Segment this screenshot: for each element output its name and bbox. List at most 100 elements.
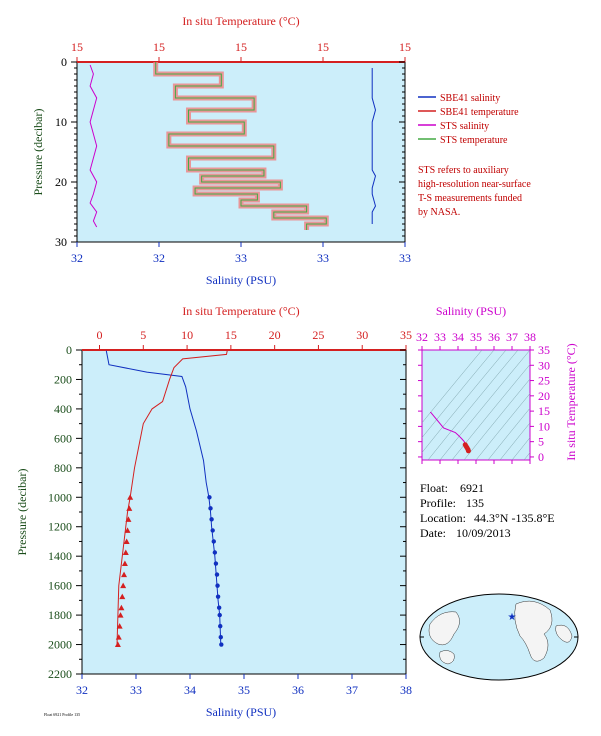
ts-density-contour bbox=[451, 364, 530, 460]
temperature-sample-point bbox=[121, 571, 128, 578]
bottom-temp-tick-label: 35 bbox=[400, 328, 412, 342]
top-pressure-tick-label: 30 bbox=[55, 235, 67, 249]
map-landmass-australia bbox=[439, 650, 455, 665]
sts-temperature-line bbox=[155, 62, 327, 230]
bottom-pressure-tick-label: 1800 bbox=[48, 608, 72, 622]
sbe41-salinity-line bbox=[371, 68, 377, 224]
temperature-sample-point bbox=[116, 623, 123, 629]
top-pressure-tick-label: 0 bbox=[61, 55, 67, 69]
bottom-pressure-tick-label: 1600 bbox=[48, 579, 72, 593]
sts-note-line-1: STS refers to auxiliary bbox=[418, 165, 509, 176]
bottom-salinity-ticks: 32 33 34 35 36 37 38 bbox=[76, 674, 412, 697]
sts-note-line-3: T-S measurements funded bbox=[418, 193, 522, 204]
bottom-pressure-tick-label: 1000 bbox=[48, 490, 72, 504]
salinity-sample-point bbox=[214, 572, 220, 577]
temperature-sample-point bbox=[124, 527, 131, 533]
temperature-sample-point bbox=[117, 612, 124, 618]
ts-sal-tick-label: 36 bbox=[488, 330, 500, 344]
ts-temp-tick-label: 25 bbox=[538, 374, 550, 388]
temperature-profile-line bbox=[116, 349, 228, 645]
map-landmass-africa bbox=[555, 624, 573, 643]
sts-salinity-line bbox=[89, 64, 98, 228]
top-pressure-ticks: 0 10 20 30 bbox=[55, 55, 405, 249]
bottom-sal-tick-label: 34 bbox=[184, 683, 196, 697]
temperature-sample-point bbox=[114, 641, 121, 648]
temperature-sample-point bbox=[115, 634, 122, 640]
ts-temp-tick-label: 35 bbox=[538, 343, 550, 357]
map-landmass-asia bbox=[428, 611, 460, 646]
bottom-pressure-tick-label: 200 bbox=[54, 372, 72, 386]
location-value: 44.3°N -135.8°E bbox=[474, 511, 555, 525]
legend-label-sbe41-salinity: SBE41 salinity bbox=[440, 93, 500, 104]
date-value: 10/09/2013 bbox=[456, 526, 511, 540]
top-temperature-ticks: 15 15 15 15 15 bbox=[71, 40, 411, 62]
ts-density-contour bbox=[511, 437, 530, 460]
bottom-pressure-tick-label: 2000 bbox=[48, 638, 72, 652]
float-label: Float: bbox=[420, 481, 448, 495]
ts-density-contour bbox=[422, 350, 483, 424]
bottom-temp-tick-label: 10 bbox=[181, 328, 193, 342]
ts-sal-tick-label: 33 bbox=[434, 330, 446, 344]
top-temp-tick-label: 15 bbox=[399, 40, 411, 54]
salinity-sample-point bbox=[218, 623, 223, 629]
bottom-pressure-tick-label: 0 bbox=[66, 343, 72, 357]
ts-temp-tick-label: 5 bbox=[538, 435, 544, 449]
bottom-salinity-label: Salinity (PSU) bbox=[206, 705, 276, 719]
float-value: 6921 bbox=[460, 481, 484, 495]
bottom-temp-tick-label: 20 bbox=[269, 328, 281, 342]
ts-density-contours bbox=[422, 350, 530, 460]
sts-note-line-2: high-resolution near-surface bbox=[418, 179, 531, 190]
ts-sal-tick-label: 32 bbox=[416, 330, 428, 344]
ts-sal-tick-label: 38 bbox=[524, 330, 536, 344]
temperature-sample-point bbox=[120, 582, 127, 589]
top-sal-tick-label: 32 bbox=[153, 251, 165, 265]
temperature-sample-point bbox=[119, 593, 126, 600]
bottom-pressure-tick-label: 800 bbox=[54, 461, 72, 475]
top-temp-tick-label: 15 bbox=[317, 40, 329, 54]
salinity-sample-point bbox=[213, 561, 219, 566]
salinity-sample-point bbox=[208, 506, 213, 511]
bottom-sal-tick-label: 35 bbox=[238, 683, 250, 697]
ts-temp-tick-label: 10 bbox=[538, 419, 550, 433]
ts-density-contour bbox=[523, 452, 530, 460]
bottom-sal-tick-label: 36 bbox=[292, 683, 304, 697]
top-pressure-tick-label: 20 bbox=[55, 175, 67, 189]
ts-density-contour bbox=[475, 393, 530, 460]
date-label: Date: bbox=[420, 526, 446, 540]
ts-temp-tick-label: 30 bbox=[538, 358, 550, 372]
ts-density-contour bbox=[463, 378, 530, 460]
salinity-sample-point bbox=[215, 594, 221, 599]
temperature-sample-point bbox=[125, 516, 132, 522]
temperature-sample-point bbox=[123, 538, 130, 544]
salinity-sample-point bbox=[211, 539, 216, 544]
profile-value: 135 bbox=[466, 496, 484, 510]
legend-label-sbe41-temperature: SBE41 temperature bbox=[440, 107, 519, 118]
bottom-temperature-title: In situ Temperature (°C) bbox=[182, 304, 299, 318]
top-salinity-label: Salinity (PSU) bbox=[206, 273, 276, 287]
salinity-sample-point bbox=[218, 634, 223, 640]
ts-sal-tick-label: 35 bbox=[470, 330, 482, 344]
top-sal-tick-label: 33 bbox=[235, 251, 247, 265]
bottom-sal-tick-label: 32 bbox=[76, 683, 88, 697]
profile-label: Profile: bbox=[420, 496, 456, 510]
top-sal-tick-label: 33 bbox=[317, 251, 329, 265]
ts-series-layer bbox=[429, 411, 471, 454]
temperature-sample-point bbox=[127, 494, 134, 500]
top-temp-tick-label: 15 bbox=[235, 40, 247, 54]
sts-note-line-4: by NASA. bbox=[418, 207, 460, 218]
top-salinity-ticks: 32 32 33 33 33 bbox=[71, 242, 411, 265]
top-temp-tick-label: 15 bbox=[153, 40, 165, 54]
ts-density-contour bbox=[499, 422, 530, 460]
map-landmass-americas bbox=[514, 600, 553, 662]
temperature-sample-point bbox=[118, 604, 125, 611]
bottom-pressure-tick-label: 400 bbox=[54, 402, 72, 416]
temperature-sample-point bbox=[126, 505, 133, 511]
salinity-sample-point bbox=[212, 550, 218, 555]
salinity-sample-point bbox=[209, 517, 214, 522]
float-info: Float: 6921 Profile: 135 Location: 44.3°… bbox=[420, 481, 555, 540]
legend-label-sts-temperature: STS temperature bbox=[440, 135, 508, 146]
ts-temp-tick-label: 0 bbox=[538, 450, 544, 464]
sts-note: STS refers to auxiliary high-resolution … bbox=[418, 165, 531, 218]
salinity-sample-point bbox=[217, 612, 222, 618]
